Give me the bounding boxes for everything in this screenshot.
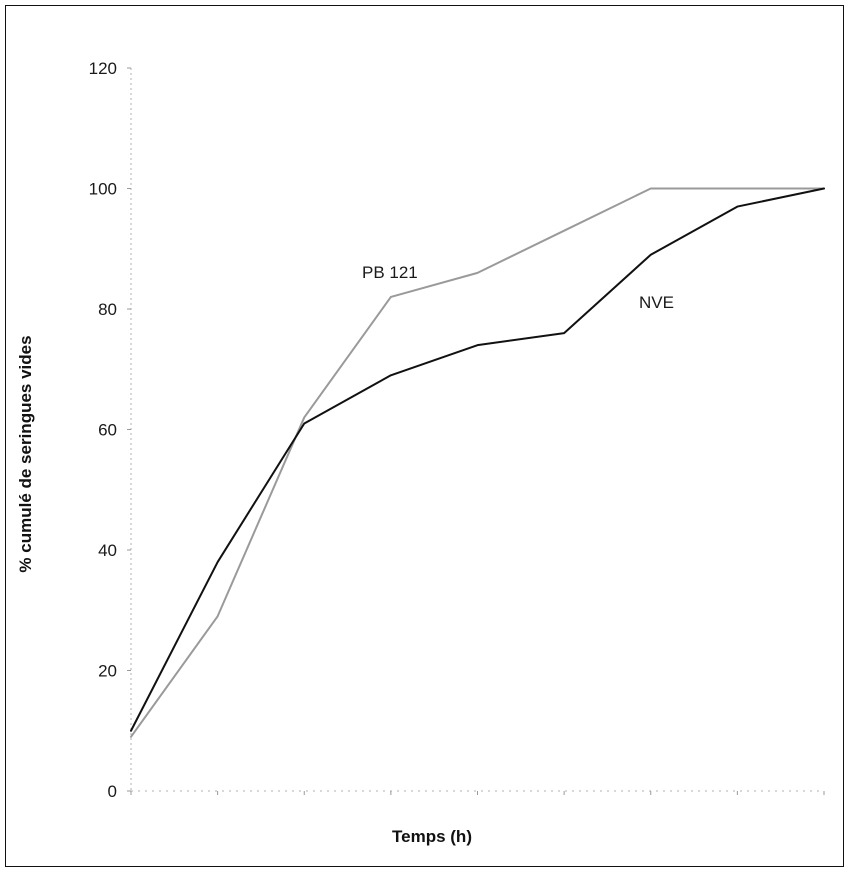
chart-frame: 0 20 40 60 80 100 120 PB 121 NVE Temps (h) % c… xyxy=(5,5,844,867)
annotation-nve: NVE xyxy=(639,293,674,312)
series-line-pb-121 xyxy=(130,187,825,738)
y-tick-label: 80 xyxy=(98,300,117,319)
y-tick-labels: 0 20 40 60 80 100 120 xyxy=(89,59,131,801)
series-line-nve xyxy=(130,187,825,732)
y-tick-label: 20 xyxy=(98,662,117,681)
annotation-pb121: PB 121 xyxy=(362,263,418,282)
y-tick-label: 0 xyxy=(108,782,117,801)
y-tick-label: 120 xyxy=(89,59,117,78)
y-tick-label: 60 xyxy=(98,421,117,440)
x-axis-title: Temps (h) xyxy=(392,827,472,846)
chart: 0 20 40 60 80 100 120 PB 121 NVE Temps (h) % c… xyxy=(16,59,825,846)
y-tick-label: 100 xyxy=(89,180,117,199)
y-tick-label: 40 xyxy=(98,541,117,560)
y-axis-title: % cumulé de seringues vides xyxy=(16,335,35,572)
axes xyxy=(130,68,825,795)
series-lines xyxy=(130,187,825,738)
